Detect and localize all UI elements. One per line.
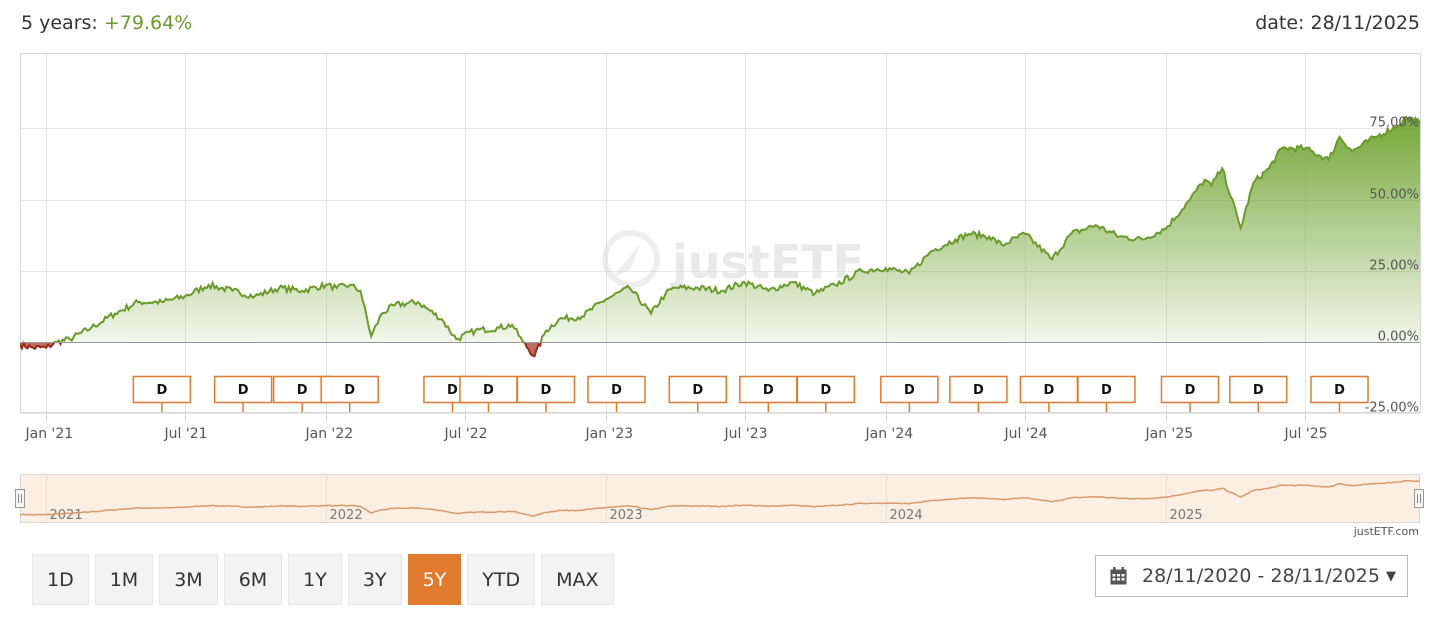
dividend-marker[interactable]: D: [1019, 375, 1079, 413]
navigator-year-label: 2024: [890, 508, 923, 523]
range-button-1m[interactable]: 1M: [94, 554, 154, 605]
navigator-year-label: 2022: [330, 508, 363, 523]
dividend-marker-label: D: [1101, 383, 1112, 398]
dividend-marker[interactable]: D: [587, 375, 646, 413]
range-button-max[interactable]: MAX: [541, 554, 614, 605]
dividend-marker[interactable]: D: [949, 375, 1008, 413]
navigator-year-label: 2025: [1170, 508, 1203, 523]
range-button-3m[interactable]: 3M: [159, 554, 218, 605]
y-tick-label: 50.00%: [1369, 188, 1419, 203]
dividend-marker[interactable]: D: [320, 375, 379, 413]
dividend-marker[interactable]: D: [880, 375, 939, 413]
dividend-marker-label: D: [297, 383, 308, 398]
dividend-marker-label: D: [541, 383, 552, 398]
dividend-marker[interactable]: D: [796, 375, 856, 413]
performance-summary: 5 years: +79.64%: [21, 12, 192, 34]
date-range-picker[interactable]: 28/11/2020 - 28/11/2025 ▼: [1095, 555, 1408, 597]
range-button-5y[interactable]: 5Y: [407, 554, 462, 605]
credit-link[interactable]: justETF.com: [1353, 525, 1419, 538]
dividend-marker-label: D: [238, 383, 249, 398]
dividend-marker[interactable]: D: [668, 375, 728, 413]
dividend-marker-label: D: [1253, 383, 1264, 398]
dividend-marker[interactable]: D: [1310, 375, 1369, 413]
x-tick-label: Jan '25: [1145, 426, 1194, 442]
x-tick-label: Jul '25: [1284, 426, 1328, 442]
dividend-marker-label: D: [692, 383, 703, 398]
dividend-marker[interactable]: D: [516, 375, 576, 413]
dividend-marker-label: D: [904, 383, 915, 398]
dividend-marker-label: D: [1334, 383, 1345, 398]
range-button-ytd[interactable]: YTD: [467, 554, 536, 605]
x-tick-label: Jul '23: [724, 426, 768, 442]
x-tick-label: Jan '22: [305, 426, 354, 442]
y-tick-label: 0.00%: [1378, 330, 1419, 345]
dividend-marker[interactable]: D: [459, 375, 518, 413]
range-button-1y[interactable]: 1Y: [288, 554, 342, 605]
navigator[interactable]: 2021 2022 2023 2024 2025: [15, 474, 1424, 524]
navigator-handle[interactable]: [1414, 489, 1424, 508]
navigator-year-label: 2023: [610, 508, 643, 523]
chevron-down-icon: ▼: [1385, 568, 1396, 584]
navigator-year-label: 2021: [50, 508, 83, 523]
y-tick-label: -25.00%: [1365, 401, 1419, 416]
navigator-selection[interactable]: [20, 474, 1420, 523]
performance-value: +79.64%: [103, 12, 193, 34]
range-button-group: 1D 1M 3M 6M 1Y 3Y 5Y YTD MAX: [32, 554, 614, 605]
dividend-marker-label: D: [820, 383, 831, 398]
range-button-1d[interactable]: 1D: [32, 554, 89, 605]
calendar-icon: [1110, 567, 1127, 585]
x-tick-label: Jul '21: [164, 426, 208, 442]
dividend-marker-label: D: [611, 383, 622, 398]
dividend-marker[interactable]: D: [132, 375, 192, 413]
dividend-marker-label: D: [447, 383, 458, 398]
watermark-logo: [602, 230, 660, 288]
x-tick-label: Jul '24: [1004, 426, 1048, 442]
dividend-marker-label: D: [763, 383, 774, 398]
dividend-marker[interactable]: D: [1160, 375, 1220, 413]
y-tick-label: 25.00%: [1369, 259, 1419, 274]
dividend-marker-label: D: [483, 383, 494, 398]
dividend-marker[interactable]: D: [1077, 375, 1136, 413]
dividend-marker-label: D: [344, 383, 355, 398]
watermark-text: justETF: [670, 235, 864, 289]
navigator-series-line: [19, 479, 1421, 517]
range-button-3y[interactable]: 3Y: [347, 554, 402, 605]
dividend-marker[interactable]: D: [213, 375, 273, 413]
y-tick-label: 75.00%: [1369, 116, 1419, 131]
dividend-marker[interactable]: D: [1228, 375, 1288, 413]
dividend-marker-label: D: [1185, 383, 1196, 398]
date-label: date: 28/11/2025: [1255, 12, 1420, 34]
x-tick-label: Jul '22: [444, 426, 488, 442]
x-tick-label: Jan '21: [25, 426, 74, 442]
dividend-marker-label: D: [156, 383, 167, 398]
x-tick-label: Jan '24: [865, 426, 914, 442]
navigator-handle[interactable]: [15, 489, 25, 508]
positive-area: [20, 117, 1420, 342]
series-line-positive: [22, 115, 1420, 342]
performance-chart: justETF D D D D D D D D D D D D D D D D D D -25.00% 0.00% 2…: [15, 53, 1424, 524]
range-button-6m[interactable]: 6M: [223, 554, 283, 605]
dividend-marker-label: D: [1044, 383, 1055, 398]
x-tick-label: Jan '23: [585, 426, 634, 442]
date-range-text: 28/11/2020 - 28/11/2025: [1142, 565, 1380, 587]
dividend-marker-label: D: [973, 383, 984, 398]
period-label: 5 years:: [21, 12, 98, 34]
